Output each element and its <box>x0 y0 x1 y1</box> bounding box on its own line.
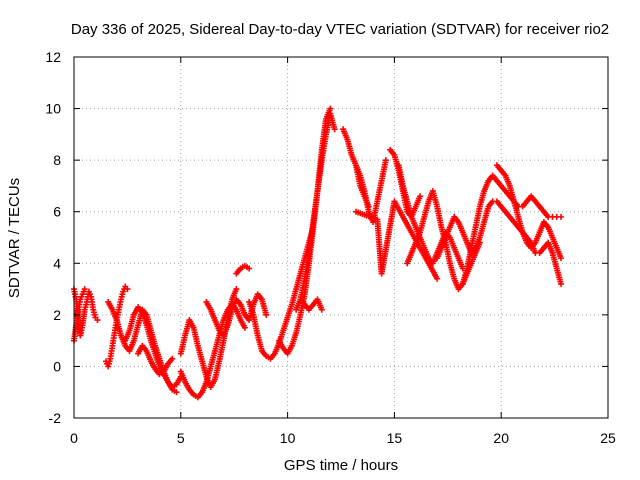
x-tick-label: 15 <box>387 430 403 446</box>
series-arc-10 <box>233 262 253 277</box>
x-tick-label: 25 <box>600 430 616 446</box>
y-tick-label: 0 <box>53 358 61 374</box>
x-axis-label: GPS time / hours <box>284 457 398 474</box>
x-axis-tick-labels: 0 5 10 15 20 25 <box>70 430 616 446</box>
y-tick-label: 12 <box>45 49 61 65</box>
plot-frame <box>73 56 609 419</box>
data-point <box>246 265 253 272</box>
y-tick-label: 4 <box>53 255 61 271</box>
data-point <box>173 389 180 396</box>
axis-ticks <box>73 56 609 419</box>
series-arc-16 <box>352 157 389 226</box>
series-arc-20 <box>434 198 565 287</box>
y-axis-label: SDTVAR / TECUs <box>6 178 23 298</box>
data-points <box>71 105 565 401</box>
series-arc-14 <box>297 296 325 313</box>
series-arc-13 <box>293 110 338 313</box>
series-arc-2 <box>71 286 88 344</box>
series-arc-5 <box>122 304 184 391</box>
x-tick-label: 10 <box>280 430 296 446</box>
series-arc-8 <box>177 301 248 401</box>
chart-title: Day 336 of 2025, Sidereal Day-to-day VTE… <box>71 21 609 38</box>
data-point <box>558 255 565 262</box>
series-arc-6 <box>135 342 176 378</box>
series-arc-23 <box>352 198 441 282</box>
x-tick-label: 5 <box>177 430 185 446</box>
data-point <box>417 193 424 200</box>
y-tick-label: 10 <box>45 101 61 117</box>
data-point <box>318 306 325 313</box>
x-tick-label: 20 <box>493 430 509 446</box>
data-point <box>124 286 131 293</box>
data-point <box>81 286 88 293</box>
y-tick-label: 6 <box>53 204 61 220</box>
data-point <box>382 157 389 164</box>
series-arc-21 <box>459 172 565 287</box>
series-arc-22 <box>493 162 565 262</box>
y-axis-tick-labels: -2 0 2 4 6 8 10 12 <box>45 49 61 426</box>
data-point <box>94 317 101 324</box>
data-point <box>233 286 240 293</box>
data-point <box>558 280 565 287</box>
y-tick-label: 8 <box>53 152 61 168</box>
data-point <box>263 311 270 318</box>
data-point <box>241 324 248 331</box>
y-tick-label: -2 <box>49 410 62 426</box>
data-point <box>434 275 441 282</box>
y-tick-label: 2 <box>53 307 61 323</box>
x-tick-label: 0 <box>70 430 78 446</box>
data-point <box>327 105 334 112</box>
data-point <box>169 355 176 362</box>
data-point <box>331 126 338 133</box>
data-point <box>558 213 565 220</box>
